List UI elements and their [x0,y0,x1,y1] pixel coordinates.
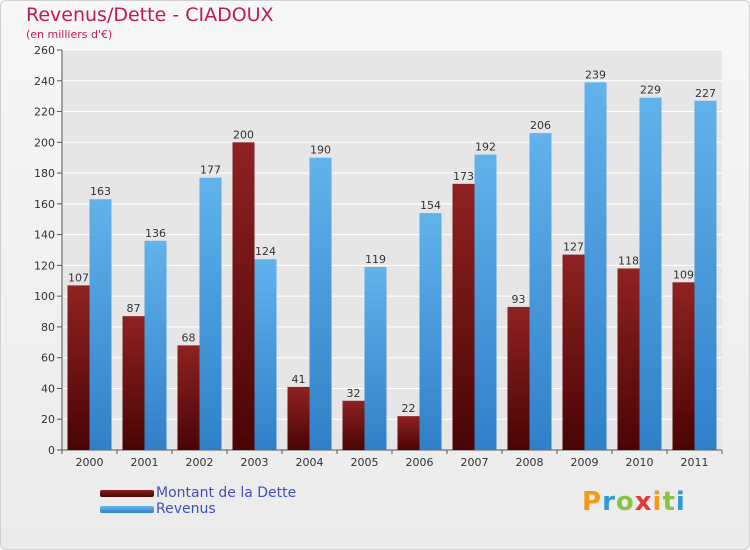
data-label: 127 [563,241,584,254]
data-label: 119 [365,253,386,266]
legend-swatch-dette [100,489,154,497]
legend: Montant de la Dette Revenus [100,485,296,517]
logo-letter: r [602,487,616,517]
y-tick-label: 140 [34,229,55,242]
legend-item-dette: Montant de la Dette [100,485,296,501]
chart-title: Revenus/Dette - CIADOUX [26,4,274,26]
data-label: 68 [182,331,196,344]
data-label: 32 [347,387,361,400]
data-label: 22 [402,402,416,415]
bar-dette-2007 [452,183,475,450]
legend-item-revenus: Revenus [100,501,296,517]
x-tick-label: 2000 [76,456,104,469]
bar-revenus-2004 [309,157,332,450]
data-label: 107 [68,271,89,284]
y-tick-label: 160 [34,198,55,211]
data-label: 87 [127,302,141,315]
logo-letter: x [634,487,653,517]
x-tick-label: 2004 [296,456,324,469]
chart-subtitle: (en milliers d'€) [26,28,113,41]
data-label: 227 [695,87,716,100]
bar-dette-2008 [507,306,530,450]
bar-dette-2006 [397,416,420,450]
data-label: 136 [145,227,166,240]
data-label: 109 [673,268,694,281]
data-label: 239 [585,68,606,81]
bar-revenus-2001 [144,240,167,450]
bar-revenus-2000 [89,199,112,450]
data-label: 124 [255,245,276,258]
y-tick-label: 180 [34,167,55,180]
bar-dette-2001 [122,316,145,450]
bar-dette-2000 [67,285,90,450]
proxiti-logo: Proxiti [582,487,686,517]
bar-dette-2005 [342,400,365,450]
y-tick-label: 100 [34,290,55,303]
y-tick-label: 220 [34,106,55,119]
bar-revenus-2011 [694,100,717,451]
x-tick-label: 2007 [461,456,489,469]
bar-dette-2011 [672,282,695,450]
data-label: 192 [475,141,496,154]
data-label: 173 [453,170,474,183]
legend-swatch-revenus [100,505,154,513]
bar-revenus-2008 [529,133,552,451]
x-tick-label: 2005 [351,456,379,469]
bar-revenus-2006 [419,213,442,450]
x-tick-label: 2008 [516,456,544,469]
bar-dette-2009 [562,254,585,450]
x-tick-label: 2003 [241,456,269,469]
data-label: 200 [233,128,254,141]
data-label: 229 [640,84,661,97]
bar-revenus-2009 [584,82,607,451]
y-tick-label: 20 [41,413,55,426]
y-tick-label: 240 [34,75,55,88]
bar-revenus-2007 [474,154,497,450]
x-tick-label: 2002 [186,456,214,469]
x-tick-label: 2011 [681,456,709,469]
y-tick-label: 200 [34,136,55,149]
data-label: 177 [200,164,221,177]
data-label: 206 [530,119,551,132]
x-tick-label: 2010 [626,456,654,469]
bar-revenus-2010 [639,97,662,450]
bar-dette-2010 [617,268,640,450]
y-tick-label: 40 [41,382,55,395]
logo-letter: i [652,487,663,517]
data-label: 154 [420,199,441,212]
data-label: 118 [618,254,639,267]
x-tick-label: 2009 [571,456,599,469]
data-label: 190 [310,144,331,157]
y-tick-label: 120 [34,259,55,272]
bar-dette-2002 [177,345,200,450]
plot-area [62,50,722,450]
bar-revenus-2005 [364,266,387,450]
logo-letter: o [615,487,635,517]
y-tick-label: 0 [48,444,55,457]
legend-label-revenus: Revenus [156,501,216,517]
logo-letter: P [582,487,603,517]
x-tick-label: 2006 [406,456,434,469]
bar-revenus-2003 [254,259,277,450]
bar-dette-2003 [232,142,255,451]
x-tick-label: 2001 [131,456,159,469]
y-tick-label: 260 [34,44,55,57]
y-tick-label: 80 [41,321,55,334]
logo-letter: t [662,487,676,517]
data-label: 93 [512,293,526,306]
bar-revenus-2002 [199,177,222,450]
legend-label-dette: Montant de la Dette [156,485,297,501]
data-label: 41 [292,373,306,386]
logo-letter: i [675,487,686,517]
data-label: 163 [90,185,111,198]
y-tick-label: 60 [41,352,55,365]
bar-dette-2004 [287,386,310,450]
